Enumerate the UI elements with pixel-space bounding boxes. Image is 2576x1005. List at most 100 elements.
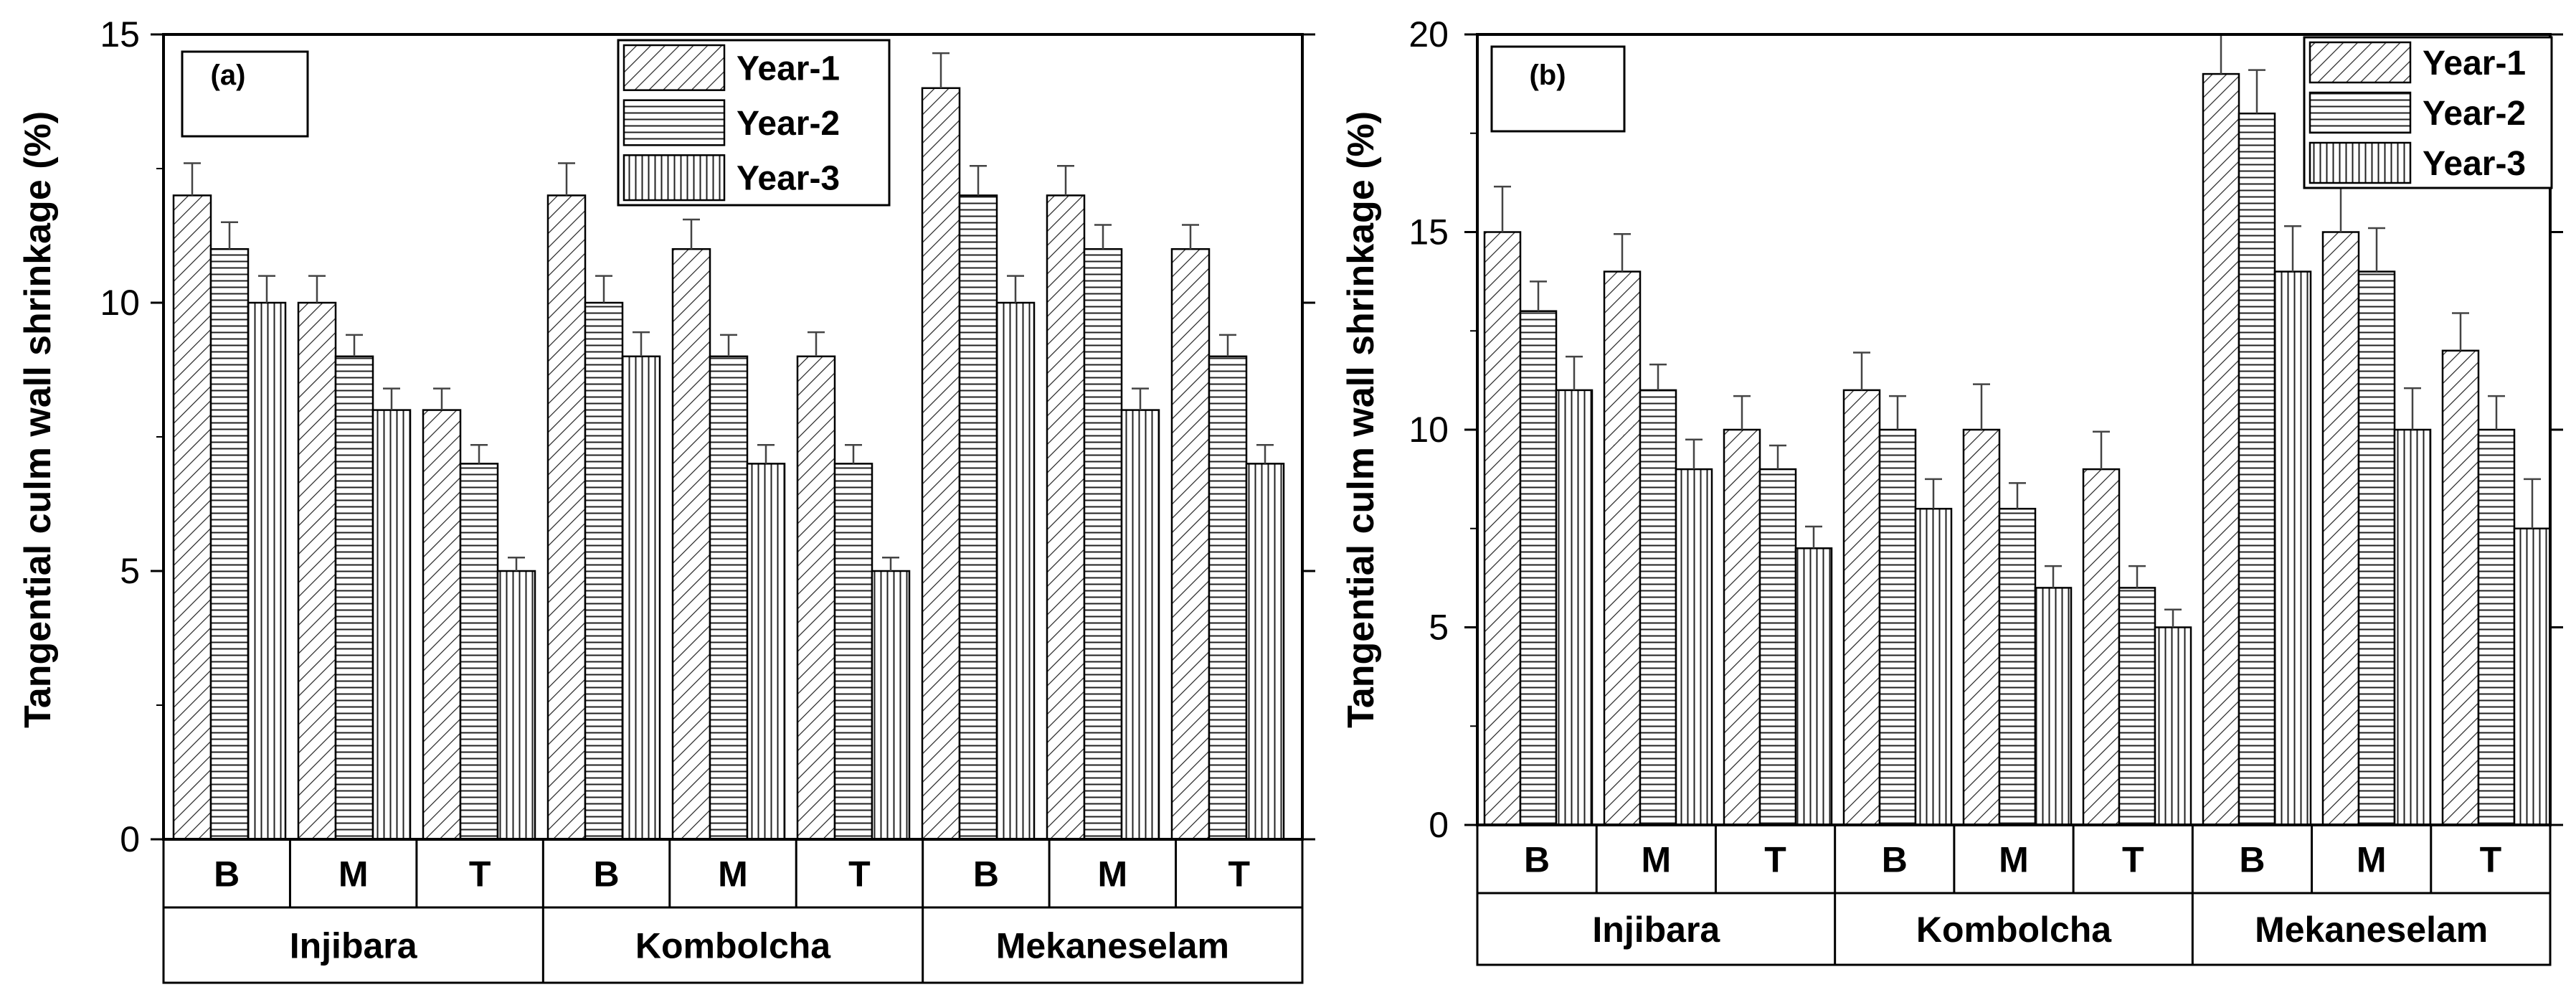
panel-a-bar-year-1-0 [172, 194, 212, 841]
panel-a-bar-year-2-0 [209, 247, 250, 841]
panel-a-bar-year-2-6 [958, 194, 998, 841]
panel-a-x-sublabel-2: T [469, 854, 491, 895]
panel-a-bar-year-2-1 [334, 355, 374, 841]
panel-a-bar-year-3-3 [621, 355, 661, 841]
panel-a-legend-swatch-1 [622, 99, 726, 146]
panel-a-bar-year-3-5 [871, 570, 911, 841]
panel-a-x-sublabel-5: T [848, 854, 871, 895]
panel-a-panel-label: (a) [211, 60, 246, 91]
panel-b-x-sublabel-5: T [2122, 840, 2144, 880]
panel-a-panel-label-frame [181, 50, 309, 138]
panel-b-bar-year-3-0 [1555, 389, 1594, 826]
panel-a-bar-year-3-8 [1245, 463, 1285, 841]
panel-b-x-sublabel-6: B [2239, 840, 2265, 880]
panel-b-bar-year-3-2 [1794, 547, 1833, 826]
panel-a-bar-year-2-2 [459, 463, 499, 841]
panel-a-chart: Tangential culm wall shrinkage (%) 0 5 10 1… [17, 14, 1315, 984]
panel-b-x-sublabel-4: M [1999, 840, 2029, 880]
panel-b-bar-year-2-2 [1758, 468, 1797, 826]
panel-b-bar-year-2-6 [2238, 112, 2276, 826]
panel-a-legend: Year-1 Year-2 Year-3 [617, 39, 891, 207]
panel-a-x-sublabel-3: B [594, 854, 620, 895]
panel-b-x-sublabel-1: M [1642, 840, 1672, 880]
panel-b-bar-year-2-0 [1519, 310, 1558, 826]
panel-a-category-table: B M T B M T B M T Injibara Kombolcha Mekaneselam [162, 838, 1304, 984]
panel-a-bar-year-3-2 [496, 570, 536, 841]
panel-b-bar-year-2-8 [2477, 428, 2516, 826]
panel-a-bar-year-2-3 [584, 301, 624, 841]
panel-a-x-sublabel-6: B [973, 854, 999, 895]
panel-a-y-tick-label: 0 [120, 819, 140, 859]
panel-a-bar-year-1-2 [422, 409, 462, 841]
panel-a-bar-year-2-8 [1208, 355, 1248, 841]
panel-b-bar-year-1-2 [1723, 428, 1761, 826]
panel-b-legend: Year-1 Year-2 Year-3 [2303, 36, 2553, 189]
panel-b-bar-year-2-7 [2357, 270, 2396, 826]
panel-a-y-tick-label: 10 [100, 283, 140, 323]
panel-b-x-group-label-2: Mekaneselam [2255, 910, 2488, 950]
panel-b-bar-year-2-3 [1878, 428, 1917, 826]
panel-a-bar-year-1-4 [671, 247, 711, 841]
panel-a-bar-year-2-7 [1083, 247, 1123, 841]
panel-b-bar-year-1-3 [1842, 389, 1881, 826]
panel-b-legend-label-2: Year-3 [2423, 145, 2526, 183]
panel-a-bar-year-2-4 [709, 355, 749, 841]
panel-b-bar-year-2-1 [1639, 389, 1677, 826]
panel-a-x-group-label-0: Injibara [290, 926, 418, 966]
panel-a-x-group-label-1: Kombolcha [635, 926, 831, 966]
panel-b-legend-swatch-0 [2309, 41, 2412, 84]
panel-b-bar-year-1-0 [1483, 231, 1522, 826]
panel-a-bars [172, 52, 1285, 841]
panel-b-panel-label-frame [1490, 45, 1626, 133]
panel-a-panel-label-box: (a) [181, 50, 309, 138]
panel-b-x-sublabel-3: B [1882, 840, 1908, 880]
panel-b-x-group-label-0: Injibara [1592, 910, 1720, 950]
panel-a-table-frame [162, 838, 1304, 984]
panel-a-x-sublabel-4: M [718, 854, 748, 895]
panel-a-legend-label-0: Year-1 [737, 49, 840, 88]
panel-a-bar-year-1-7 [1046, 194, 1086, 841]
panel-b-bar-year-3-5 [2154, 626, 2192, 826]
panel-a-bar-year-3-4 [746, 463, 786, 841]
panel-a-x-sublabel-7: M [1098, 854, 1128, 895]
panel-a-bar-year-1-8 [1170, 247, 1211, 841]
panel-b-bar-year-1-8 [2441, 349, 2480, 826]
panel-a-x-group-label-2: Mekaneselam [996, 926, 1229, 966]
panel-b-panel-label-box: (b) [1490, 45, 1626, 133]
panel-b-category-table: B M T B M T B M T Injibara Kombolcha Mekaneselam [1476, 824, 2552, 966]
panel-a-y-tick-label: 15 [100, 14, 140, 55]
panel-b-panel-label: (b) [1529, 60, 1566, 91]
panel-b-bar-year-3-7 [2393, 428, 2432, 826]
panel-b-bar-year-1-7 [2321, 231, 2360, 826]
panel-a-legend-label-1: Year-2 [737, 105, 840, 143]
panel-a-bar-year-3-1 [371, 409, 412, 841]
panel-b-y-tick-label: 15 [1408, 212, 1449, 253]
panel-a-bar-year-1-6 [921, 87, 961, 841]
panel-b-x-sublabel-0: B [1524, 840, 1550, 880]
panel-b-bar-year-3-3 [1914, 507, 1953, 826]
panel-b-x-sublabel-8: T [2480, 840, 2502, 880]
panel-b-bar-year-3-1 [1675, 468, 1713, 826]
panel-b-y-tick-label: 10 [1408, 410, 1449, 450]
panel-a-x-sublabel-1: M [338, 854, 369, 895]
panel-a-y-tick-label: 5 [120, 551, 140, 591]
panel-b-y-ticks: 0 5 10 15 20 [1408, 14, 2563, 845]
panel-b-bar-year-3-4 [2034, 587, 2073, 826]
panel-b-legend-label-0: Year-1 [2423, 44, 2526, 82]
panel-b-legend-label-1: Year-2 [2423, 95, 2526, 133]
panel-b-y-tick-label: 5 [1429, 608, 1449, 648]
panel-b-bar-year-1-6 [2202, 72, 2240, 826]
panel-a-bar-year-3-6 [995, 301, 1036, 841]
panel-b-y-tick-label: 0 [1429, 805, 1449, 845]
panel-a-x-sublabel-0: B [214, 854, 240, 895]
panel-b-bar-year-3-8 [2513, 527, 2552, 826]
panel-b-x-sublabel-7: M [2357, 840, 2387, 880]
panel-b-bar-year-3-6 [2273, 270, 2312, 826]
panel-b-x-group-label-1: Kombolcha [1916, 910, 2112, 950]
panel-b-y-axis-title: Tangential culm wall shrinkage (%) [1340, 111, 1382, 728]
panel-a-bar-year-1-1 [297, 301, 337, 841]
panel-a-legend-swatch-0 [622, 44, 726, 91]
panel-a-bar-year-2-5 [833, 463, 873, 841]
panel-a-legend-swatch-2 [622, 154, 726, 202]
panel-a-x-sublabel-8: T [1228, 854, 1251, 895]
